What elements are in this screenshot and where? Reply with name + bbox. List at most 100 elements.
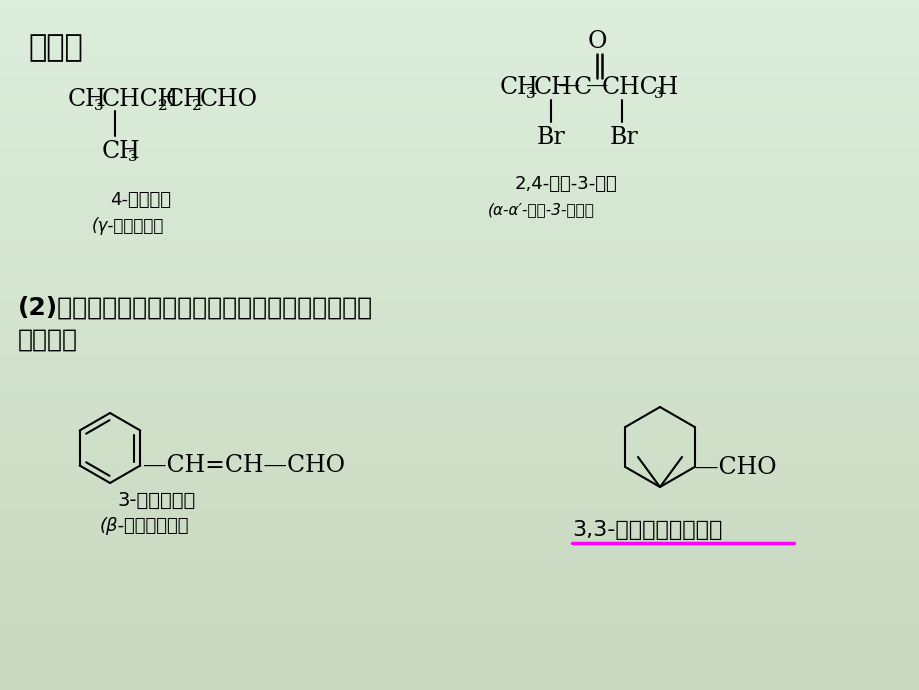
Bar xyxy=(0,638,919,647)
Bar xyxy=(0,241,919,250)
Bar xyxy=(0,560,919,569)
Bar xyxy=(0,613,919,621)
Text: 3,3-二甲基环己基甲醛: 3,3-二甲基环己基甲醛 xyxy=(572,520,721,540)
Bar xyxy=(0,673,919,682)
Text: O: O xyxy=(587,30,607,54)
Text: 2,4-二渴-3-戚酮: 2,4-二渴-3-戚酮 xyxy=(515,175,617,193)
Bar xyxy=(0,52,919,61)
Bar xyxy=(0,319,919,328)
Text: (β-苯基丙烯醛）: (β-苯基丙烯醛） xyxy=(100,517,189,535)
Bar xyxy=(0,250,919,259)
Text: CHCH: CHCH xyxy=(601,77,678,99)
Text: Br: Br xyxy=(609,126,638,150)
Text: CH: CH xyxy=(533,77,572,99)
Bar xyxy=(0,509,919,518)
Bar xyxy=(0,475,919,483)
Text: (α-α′-二渴-3-戚酮）: (α-α′-二渴-3-戚酮） xyxy=(487,202,595,217)
Bar xyxy=(0,431,919,440)
Bar xyxy=(0,61,919,69)
Text: Br: Br xyxy=(537,126,565,150)
Bar xyxy=(0,595,919,604)
Bar xyxy=(0,466,919,475)
Bar xyxy=(0,682,919,690)
Bar xyxy=(0,647,919,655)
Bar xyxy=(0,526,919,535)
Bar xyxy=(0,656,919,664)
Bar xyxy=(0,491,919,500)
Bar xyxy=(0,362,919,371)
Text: C: C xyxy=(573,77,592,99)
Bar xyxy=(0,406,919,414)
Bar xyxy=(0,112,919,121)
Text: CH: CH xyxy=(102,139,141,163)
Bar xyxy=(0,199,919,207)
Bar xyxy=(0,130,919,138)
Bar xyxy=(0,535,919,544)
Bar xyxy=(0,518,919,526)
Bar xyxy=(0,353,919,362)
Bar xyxy=(0,26,919,34)
Bar xyxy=(0,552,919,560)
Bar xyxy=(0,8,919,17)
Bar xyxy=(0,578,919,586)
Text: 取代基：: 取代基： xyxy=(18,328,78,352)
Bar xyxy=(0,544,919,552)
Bar xyxy=(0,164,919,172)
Text: CH: CH xyxy=(499,77,538,99)
Bar xyxy=(0,233,919,242)
Bar xyxy=(0,621,919,629)
Bar xyxy=(0,17,919,26)
Bar xyxy=(0,337,919,345)
Bar xyxy=(0,483,919,491)
Bar xyxy=(0,388,919,397)
Bar xyxy=(0,86,919,95)
Text: 3: 3 xyxy=(526,87,535,101)
Text: —CH=CH—CHO: —CH=CH—CHO xyxy=(143,454,345,477)
Bar xyxy=(0,284,919,293)
Bar xyxy=(0,138,919,147)
Text: 3-苯基丙烯醛: 3-苯基丙烯醛 xyxy=(118,491,196,509)
Bar xyxy=(0,302,919,311)
Text: 3: 3 xyxy=(94,99,104,113)
Bar xyxy=(0,95,919,103)
Bar xyxy=(0,207,919,215)
Bar xyxy=(0,500,919,509)
Text: 例如：: 例如： xyxy=(28,34,83,63)
Bar xyxy=(0,397,919,406)
Bar xyxy=(0,121,919,130)
Bar xyxy=(0,371,919,380)
Bar xyxy=(0,310,919,319)
Text: —: — xyxy=(558,76,580,98)
Text: CH: CH xyxy=(165,88,204,112)
Bar xyxy=(0,345,919,353)
Text: —CHO: —CHO xyxy=(694,455,776,478)
Text: 2: 2 xyxy=(192,99,201,113)
Bar xyxy=(0,34,919,43)
Bar xyxy=(0,190,919,199)
Bar xyxy=(0,147,919,155)
Bar xyxy=(0,172,919,181)
Text: 3: 3 xyxy=(128,150,138,164)
Text: 2: 2 xyxy=(158,99,167,113)
Bar xyxy=(0,422,919,431)
Bar xyxy=(0,69,919,78)
Bar xyxy=(0,414,919,422)
Bar xyxy=(0,586,919,595)
Bar xyxy=(0,267,919,276)
Bar xyxy=(0,380,919,388)
Bar xyxy=(0,569,919,578)
Bar xyxy=(0,181,919,190)
Bar xyxy=(0,43,919,52)
Bar xyxy=(0,0,919,8)
Bar xyxy=(0,457,919,466)
Text: (2)芳香醛、酮的命名，常将脂链作为主链，芳环为: (2)芳香醛、酮的命名，常将脂链作为主链，芳环为 xyxy=(18,296,373,320)
Text: —: — xyxy=(585,76,607,98)
Bar xyxy=(0,448,919,457)
Bar xyxy=(0,155,919,164)
Bar xyxy=(0,664,919,673)
Bar xyxy=(0,293,919,302)
Text: CHO: CHO xyxy=(199,88,258,112)
Bar xyxy=(0,328,919,337)
Bar xyxy=(0,215,919,224)
Bar xyxy=(0,629,919,638)
